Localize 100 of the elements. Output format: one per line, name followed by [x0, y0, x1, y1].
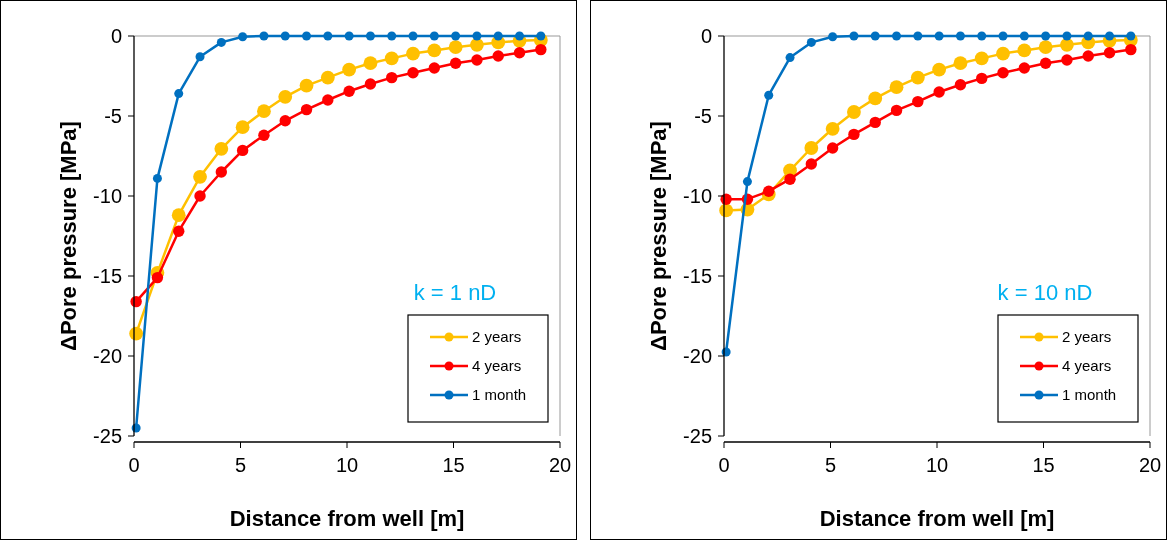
point [868, 91, 883, 106]
x-tick-label: 10 [925, 454, 949, 476]
point [342, 62, 357, 77]
point [974, 51, 989, 66]
point [174, 89, 184, 99]
point [847, 105, 861, 119]
legend-label: 2 years [1062, 328, 1112, 346]
point [363, 56, 378, 71]
point [932, 62, 947, 77]
y-tick-label: -10 [93, 185, 122, 207]
point [216, 37, 226, 47]
x-axis-title: Distance from well [m] [229, 506, 465, 531]
point [976, 72, 988, 85]
point [451, 31, 461, 41]
point [344, 31, 354, 41]
point [912, 95, 924, 108]
point [387, 31, 397, 41]
point [280, 31, 290, 41]
point [1082, 50, 1094, 62]
x-tick-label: 5 [824, 454, 837, 476]
point [954, 79, 967, 91]
point [302, 31, 312, 41]
annotation: k = 1 nD [413, 280, 497, 305]
point [1083, 31, 1093, 41]
point [515, 31, 525, 41]
point [322, 94, 334, 106]
x-tick-label: 15 [1032, 454, 1055, 476]
point [448, 40, 463, 55]
point [870, 31, 880, 41]
point [785, 53, 795, 63]
x-axis-title: Distance from well [m] [819, 506, 1055, 531]
x-tick-label: 0 [128, 454, 140, 476]
y-axis-title: ΔPore pressure [MPa] [646, 121, 671, 351]
point [238, 32, 248, 42]
point [784, 173, 796, 185]
point [805, 158, 818, 170]
y-tick-label: 0 [700, 25, 712, 47]
legend-label: 4 years [1062, 357, 1112, 375]
point [953, 56, 968, 71]
y-tick-label: -25 [93, 425, 122, 447]
point [386, 71, 398, 84]
point [428, 62, 441, 74]
point [493, 31, 503, 41]
point [828, 32, 838, 42]
point [408, 31, 418, 41]
point [472, 31, 482, 41]
y-tick-label: -25 [683, 425, 712, 447]
y-tick-label: -15 [93, 265, 122, 287]
point [364, 78, 377, 90]
point [1039, 57, 1052, 69]
point [193, 169, 207, 184]
point [997, 67, 1009, 79]
point [300, 103, 313, 116]
point [259, 31, 269, 41]
x-tick-label: 0 [718, 454, 730, 476]
point [849, 31, 859, 41]
point [384, 51, 399, 66]
point [535, 43, 547, 56]
point [1017, 43, 1032, 58]
point [173, 225, 185, 237]
point [934, 31, 944, 41]
point [214, 141, 229, 156]
point [892, 31, 902, 41]
y-tick-label: -20 [93, 345, 122, 367]
y-tick-label: -5 [694, 105, 712, 127]
point [1062, 31, 1072, 41]
legend-label: 1 month [1062, 386, 1117, 404]
point [742, 177, 752, 187]
point [910, 70, 925, 85]
point [1041, 31, 1051, 41]
point [890, 104, 903, 117]
point [1060, 37, 1074, 52]
y-tick-label: -20 [683, 345, 712, 367]
point [763, 185, 775, 197]
point [194, 190, 206, 202]
point [536, 31, 546, 41]
point [407, 67, 419, 79]
x-tick-label: 20 [1138, 454, 1162, 476]
point [1018, 62, 1031, 74]
point [406, 46, 420, 61]
point [215, 166, 228, 178]
y-tick-label: 0 [110, 25, 122, 47]
point [998, 31, 1008, 41]
y-tick-label: -10 [683, 185, 712, 207]
annotation: k = 10 nD [997, 280, 1093, 305]
point [996, 46, 1010, 61]
point [955, 31, 965, 41]
point [151, 271, 164, 284]
point [1103, 47, 1116, 59]
point [427, 43, 442, 58]
point [933, 86, 945, 98]
point [889, 80, 904, 95]
point [236, 144, 249, 157]
point [449, 57, 462, 69]
point [299, 78, 314, 93]
point [848, 128, 860, 141]
point [279, 115, 291, 127]
point [343, 85, 355, 97]
point [470, 37, 484, 52]
point [1038, 40, 1053, 55]
